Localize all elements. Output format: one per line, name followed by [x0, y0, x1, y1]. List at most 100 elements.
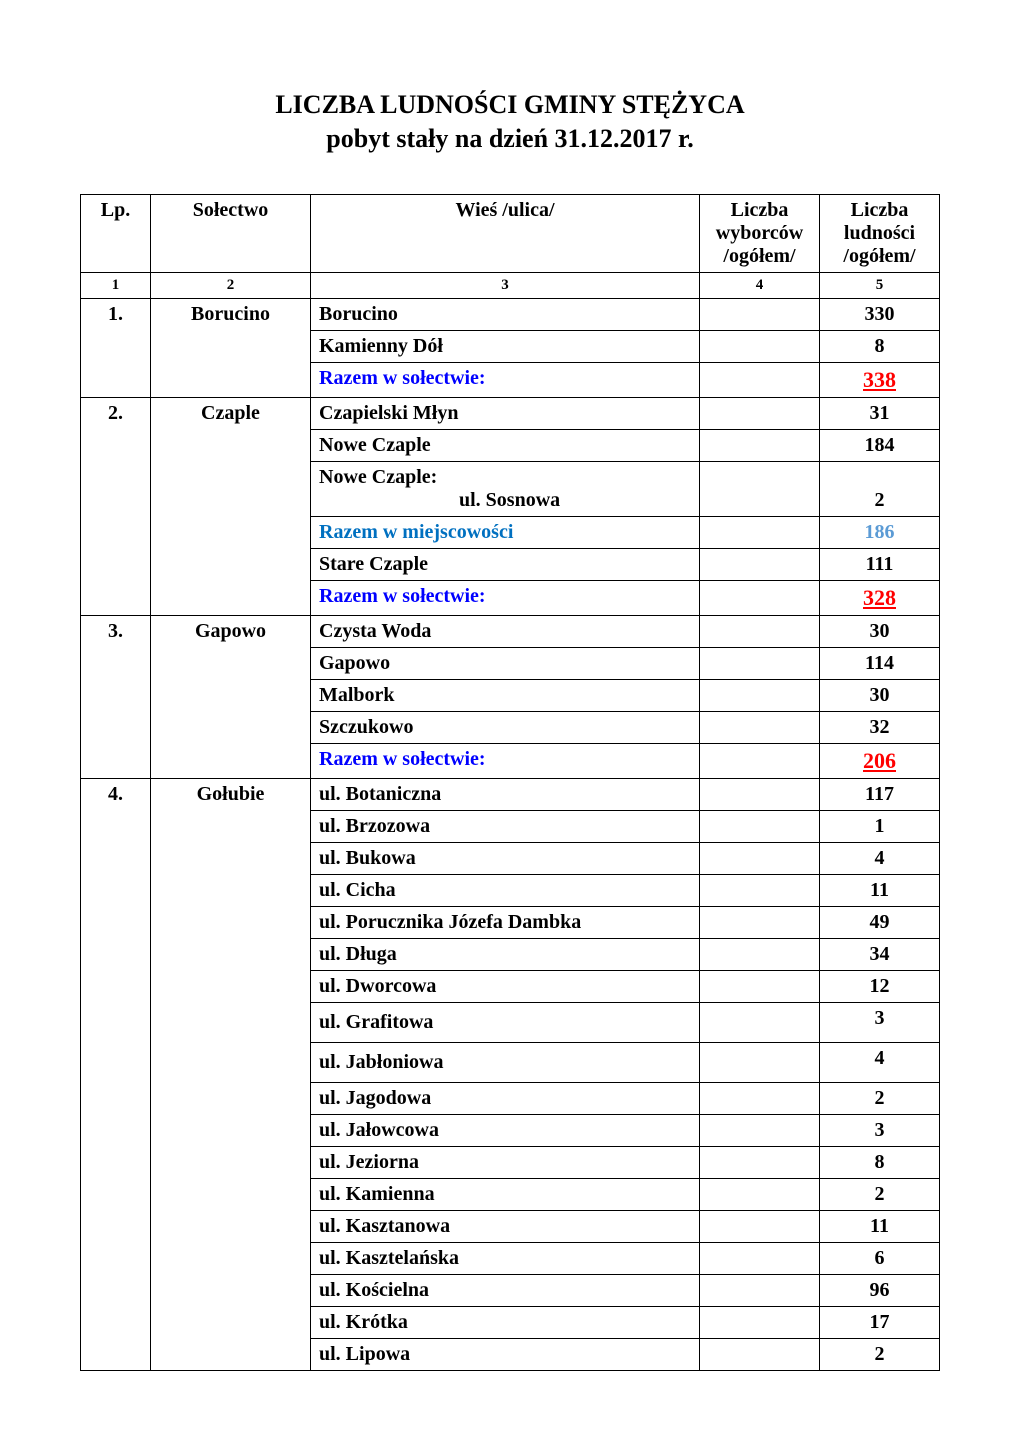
- cell-ludnosci: 31: [820, 398, 940, 430]
- cell-ludnosci: 8: [820, 1147, 940, 1179]
- header-solectwo: Sołectwo: [151, 195, 311, 273]
- cell-wyborcow: [700, 1339, 820, 1371]
- cell-wyborcow: [700, 1307, 820, 1339]
- cell-wies: Nowe Czaple:ul. Sosnowa: [311, 462, 700, 517]
- header-wyborcow: Liczba wyborców /ogółem/: [700, 195, 820, 273]
- cell-wies: ul. Jabłoniowa: [311, 1043, 700, 1083]
- cell-wies: ul. Długa: [311, 939, 700, 971]
- cell-wyborcow: [700, 971, 820, 1003]
- cell-razem-val: 206: [820, 744, 940, 779]
- header-wies: Wieś /ulica/: [311, 195, 700, 273]
- cell-wyborcow: [700, 875, 820, 907]
- cell-wyborcow: [700, 744, 820, 779]
- cell-lp: 4.: [81, 779, 151, 1371]
- cell-razem-val: 328: [820, 581, 940, 616]
- header-lp: Lp.: [81, 195, 151, 273]
- cell-ludnosci: 49: [820, 907, 940, 939]
- cell-wies: Gapowo: [311, 648, 700, 680]
- cell-wies: ul. Kasztanowa: [311, 1211, 700, 1243]
- cell-wyborcow: [700, 680, 820, 712]
- cell-wyborcow: [700, 1115, 820, 1147]
- cell-wyborcow: [700, 1083, 820, 1115]
- cell-wyborcow: [700, 1275, 820, 1307]
- cell-wies: ul. Kasztelańska: [311, 1243, 700, 1275]
- cell-wies: ul. Kamienna: [311, 1179, 700, 1211]
- table-body: 1.BorucinoBorucino330Kamienny Dół8Razem …: [81, 299, 940, 1371]
- cell-solectwo: Gapowo: [151, 616, 311, 779]
- cell-ludnosci: 2: [820, 1179, 940, 1211]
- header-num-4: 4: [700, 273, 820, 299]
- cell-ludnosci: 1: [820, 811, 940, 843]
- cell-razem-label: Razem w sołectwie:: [311, 581, 700, 616]
- cell-wies: ul. Botaniczna: [311, 779, 700, 811]
- table-row: 3.GapowoCzysta Woda30: [81, 616, 940, 648]
- cell-ludnosci: 12: [820, 971, 940, 1003]
- cell-ludnosci: 32: [820, 712, 940, 744]
- cell-wyborcow: [700, 616, 820, 648]
- cell-lp: 2.: [81, 398, 151, 616]
- cell-ludnosci: 8: [820, 331, 940, 363]
- cell-wies: ul. Kościelna: [311, 1275, 700, 1307]
- cell-solectwo: Czaple: [151, 398, 311, 616]
- cell-wyborcow: [700, 1243, 820, 1275]
- page-title: LICZBA LUDNOŚCI GMINY STĘŻYCA: [80, 90, 940, 120]
- cell-wyborcow: [700, 811, 820, 843]
- cell-wyborcow: [700, 331, 820, 363]
- cell-wyborcow: [700, 939, 820, 971]
- cell-wies: Stare Czaple: [311, 549, 700, 581]
- cell-ludnosci: 111: [820, 549, 940, 581]
- header-ludnosci: Liczba ludności /ogółem/: [820, 195, 940, 273]
- header-num-1: 1: [81, 273, 151, 299]
- cell-ludnosci: 2: [820, 1083, 940, 1115]
- cell-ludnosci: 11: [820, 875, 940, 907]
- cell-razem-label: Razem w sołectwie:: [311, 744, 700, 779]
- cell-wies: ul. Jeziorna: [311, 1147, 700, 1179]
- cell-wies: ul. Lipowa: [311, 1339, 700, 1371]
- cell-ludnosci: 184: [820, 430, 940, 462]
- cell-ludnosci: 2: [820, 1339, 940, 1371]
- cell-wies: ul. Jałowcowa: [311, 1115, 700, 1147]
- header-num-5: 5: [820, 273, 940, 299]
- cell-wyborcow: [700, 1147, 820, 1179]
- cell-solectwo: Borucino: [151, 299, 311, 398]
- cell-ludnosci: 11: [820, 1211, 940, 1243]
- table-header-nums: 1 2 3 4 5: [81, 273, 940, 299]
- cell-wyborcow: [700, 462, 820, 517]
- table-header-row: Lp. Sołectwo Wieś /ulica/ Liczba wyborcó…: [81, 195, 940, 273]
- cell-wyborcow: [700, 363, 820, 398]
- cell-wies: ul. Brzozowa: [311, 811, 700, 843]
- cell-wies: ul. Bukowa: [311, 843, 700, 875]
- cell-wies: Malbork: [311, 680, 700, 712]
- cell-ludnosci: 4: [820, 1043, 940, 1083]
- cell-solectwo: Gołubie: [151, 779, 311, 1371]
- table-row: 1.BorucinoBorucino330: [81, 299, 940, 331]
- cell-wyborcow: [700, 648, 820, 680]
- cell-wies: ul. Grafitowa: [311, 1003, 700, 1043]
- cell-wyborcow: [700, 779, 820, 811]
- cell-lp: 1.: [81, 299, 151, 398]
- population-table: Lp. Sołectwo Wieś /ulica/ Liczba wyborcó…: [80, 194, 940, 1371]
- cell-lp: 3.: [81, 616, 151, 779]
- cell-wies: Razem w miejscowości: [311, 517, 700, 549]
- cell-ludnosci: 330: [820, 299, 940, 331]
- cell-ludnosci: 114: [820, 648, 940, 680]
- table-row: 2.CzapleCzapielski Młyn31: [81, 398, 940, 430]
- cell-wies: Nowe Czaple: [311, 430, 700, 462]
- cell-ludnosci: 117: [820, 779, 940, 811]
- cell-ludnosci: 3: [820, 1003, 940, 1043]
- cell-wies: Szczukowo: [311, 712, 700, 744]
- cell-wyborcow: [700, 907, 820, 939]
- cell-razem-label: Razem w sołectwie:: [311, 363, 700, 398]
- cell-wies: ul. Jagodowa: [311, 1083, 700, 1115]
- cell-ludnosci: 30: [820, 680, 940, 712]
- cell-ludnosci: 34: [820, 939, 940, 971]
- cell-wyborcow: [700, 843, 820, 875]
- cell-wyborcow: [700, 1211, 820, 1243]
- cell-wyborcow: [700, 398, 820, 430]
- cell-wyborcow: [700, 1043, 820, 1083]
- cell-ludnosci: 2: [820, 462, 940, 517]
- cell-ludnosci: 30: [820, 616, 940, 648]
- cell-wies: ul. Cicha: [311, 875, 700, 907]
- cell-ludnosci: 186: [820, 517, 940, 549]
- header-num-3: 3: [311, 273, 700, 299]
